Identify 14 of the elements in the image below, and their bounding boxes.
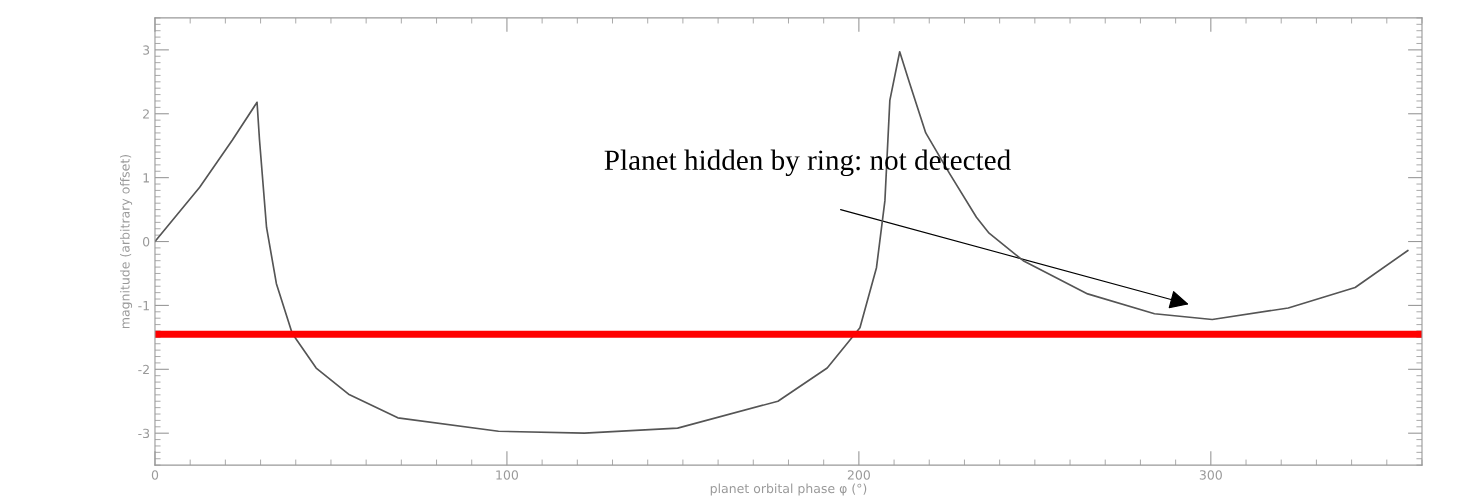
x-axis-title: planet orbital phase φ (°) [710, 483, 867, 496]
y-axis-title: magnitude (arbitrary offset) [120, 154, 133, 329]
y-tick-label: 3 [143, 45, 150, 55]
y-tick-label: -3 [138, 428, 150, 439]
y-tick-label: -1 [138, 301, 149, 311]
line-series [154, 50, 1409, 435]
y-tick-label: 2 [143, 109, 149, 119]
x-tick-label: 0 [151, 470, 159, 480]
x-tick-label: 200 [847, 470, 870, 480]
x-tick-label: 100 [496, 470, 519, 480]
x-tick-label: 300 [1199, 470, 1222, 480]
y-tick-label: 0 [142, 237, 150, 247]
y-tick-label: 1 [143, 173, 149, 183]
y-tick-label: -2 [138, 364, 149, 375]
